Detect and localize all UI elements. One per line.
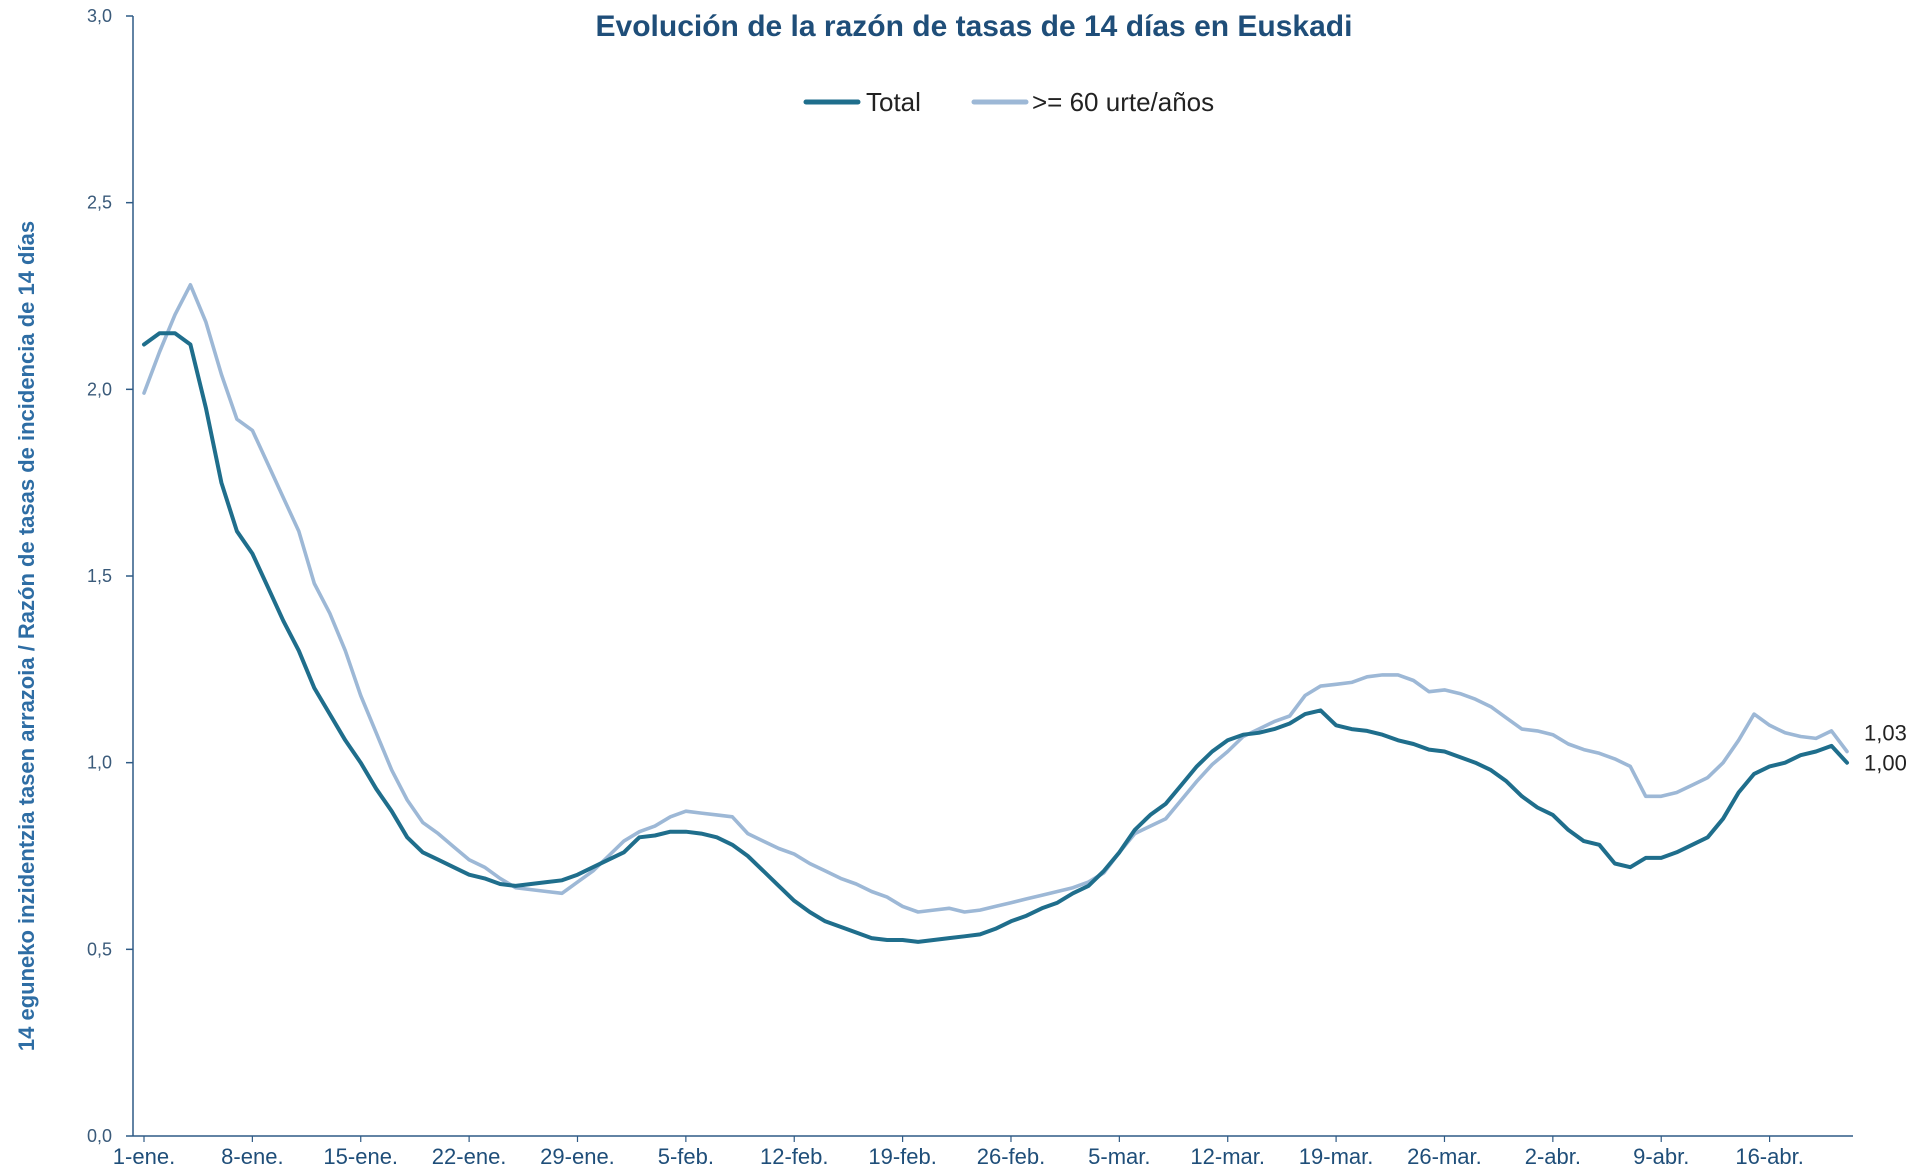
x-tick-label: 9-abr.: [1633, 1144, 1689, 1169]
x-tick-label: 19-mar.: [1299, 1144, 1374, 1169]
legend: Total >= 60 urte/años: [803, 87, 1214, 117]
y-tick-label: 2,0: [87, 379, 112, 399]
y-axis-ticks: 0,0 0,5 1,0 1,5 2,0 2,5 3,0: [87, 6, 133, 1146]
x-tick-label: 16-abr.: [1735, 1144, 1804, 1169]
x-tick-label: 5-feb.: [658, 1144, 714, 1169]
series-line-total: [142, 331, 1849, 944]
x-tick-label: 19-feb.: [868, 1144, 937, 1169]
chart-subtitle: Evolución de la razón de tasas de 14 día…: [596, 10, 1353, 43]
x-tick-label: 26-feb.: [977, 1144, 1046, 1169]
y-tick-label: 0,5: [87, 939, 112, 959]
x-tick-label: 5-mar.: [1088, 1144, 1150, 1169]
x-tick-label: 26-mar.: [1407, 1144, 1482, 1169]
x-tick-label: 22-ene.: [432, 1144, 507, 1169]
y-tick-label: 1,5: [87, 566, 112, 586]
legend-label-total: Total: [866, 87, 921, 117]
x-tick-label: 1-ene.: [113, 1144, 175, 1169]
end-label-60plus: 1,03: [1864, 721, 1907, 746]
x-tick-label: 12-mar.: [1190, 1144, 1265, 1169]
y-axis-label: 14 eguneko inzidentzia tasen arrazoia / …: [14, 221, 39, 1051]
y-tick-label: 3,0: [87, 6, 112, 26]
end-labels: 1,03 1,00: [1864, 721, 1907, 776]
series-lines: [142, 283, 1849, 944]
y-tick-label: 0,0: [87, 1126, 112, 1146]
x-tick-label: 15-ene.: [323, 1144, 398, 1169]
x-tick-label: 29-ene.: [540, 1144, 615, 1169]
series-line-60plus: [142, 283, 1849, 914]
end-label-total: 1,00: [1864, 751, 1907, 776]
x-axis-ticks: 1-ene. 8-ene. 15-ene. 22-ene. 29-ene. 5-feb. 1…: [113, 1136, 1804, 1169]
x-tick-label: 12-feb.: [760, 1144, 829, 1169]
x-tick-label: 2-abr.: [1525, 1144, 1581, 1169]
legend-label-60plus: >= 60 urte/años: [1032, 87, 1214, 117]
y-tick-label: 1,0: [87, 753, 112, 773]
y-tick-label: 2,5: [87, 193, 112, 213]
x-tick-label: 8-ene.: [221, 1144, 283, 1169]
